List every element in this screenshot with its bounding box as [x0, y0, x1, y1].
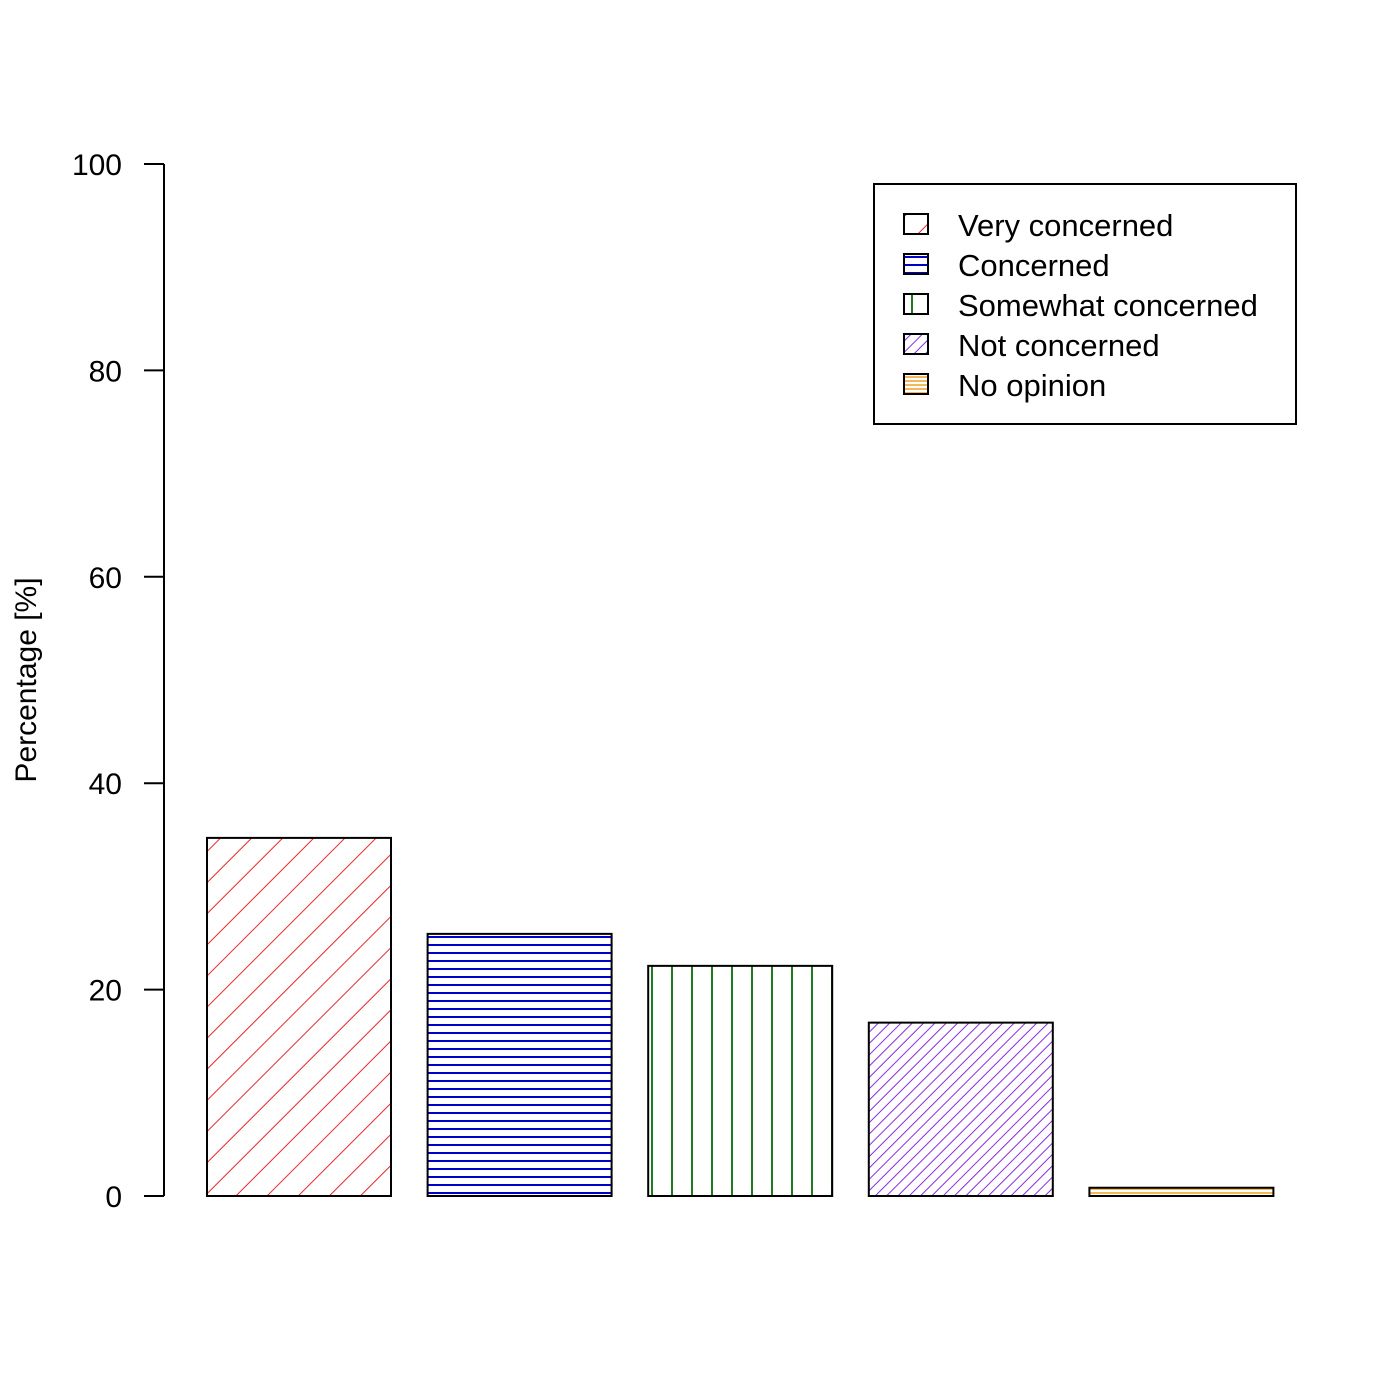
bars: [206, 836, 1275, 1198]
bar-no-opinion: [1088, 1186, 1275, 1198]
y-axis-title: Percentage [%]: [10, 577, 43, 782]
y-tick-label: 40: [89, 768, 122, 801]
legend-swatch: [903, 373, 929, 395]
bar-somewhat-concerned: [647, 964, 834, 1198]
y-tick-label: 100: [72, 149, 122, 182]
legend-box: [873, 183, 1297, 425]
y-axis: 0 20 40 60 80 100: [72, 149, 165, 1214]
legend-swatch: [903, 293, 929, 315]
legend-label: Somewhat concerned: [958, 288, 1258, 323]
legend-label: Very concerned: [958, 208, 1173, 243]
bar-very-concerned: [206, 836, 392, 1197]
legend-swatch: [903, 253, 929, 275]
legend-label: Not concerned: [958, 328, 1160, 363]
legend-swatch: [903, 333, 929, 355]
bar-not-concerned: [867, 1021, 1054, 1198]
legend: Very concerned Concerned Somewhat concerne…: [873, 183, 1297, 425]
legend-label: Concerned: [958, 248, 1110, 283]
bar-concerned: [426, 932, 613, 1197]
y-tick-label: 60: [89, 562, 122, 595]
legend-label: No opinion: [958, 368, 1106, 403]
legend-swatch: [903, 213, 929, 235]
y-tick-label: 20: [89, 975, 122, 1008]
y-tick-label: 0: [105, 1181, 122, 1214]
y-tick-label: 80: [89, 355, 122, 388]
